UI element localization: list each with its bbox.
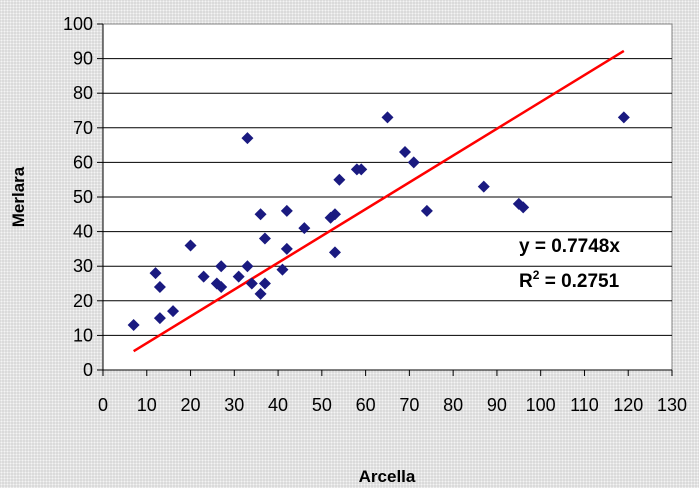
x-tick-label: 30: [224, 395, 244, 415]
data-point: [477, 180, 490, 193]
x-tick-label: 50: [312, 395, 332, 415]
y-tick-label: 90: [73, 49, 93, 69]
x-tick-label: 40: [268, 395, 288, 415]
y-axis-title: Merlara: [9, 166, 28, 227]
x-tick-label: 80: [443, 395, 463, 415]
x-tick-label: 110: [570, 395, 599, 415]
data-point: [245, 277, 258, 290]
data-point: [617, 111, 630, 124]
y-tick-label: 100: [63, 14, 93, 34]
data-point: [517, 201, 530, 214]
y-tick-label: 30: [73, 256, 93, 276]
r-squared-prefix: R: [519, 271, 533, 292]
data-point: [254, 208, 267, 221]
y-tick-label: 80: [73, 83, 93, 103]
data-point: [280, 204, 293, 217]
data-point: [153, 280, 166, 293]
y-axis-tick-labels: 0 10 20 30 40 50 60 70 80 90 100: [63, 14, 93, 380]
x-tick-label: 20: [181, 395, 201, 415]
data-point: [276, 263, 289, 276]
x-tick-label: 100: [526, 395, 556, 415]
x-tick-label: 60: [356, 395, 376, 415]
x-tick-label: 130: [657, 395, 687, 415]
data-point: [258, 232, 271, 245]
y-tick-label: 50: [73, 187, 93, 207]
data-points: [127, 111, 630, 332]
data-point: [399, 146, 412, 159]
x-tick-label: 120: [613, 395, 643, 415]
data-point: [254, 287, 267, 300]
data-point: [184, 239, 197, 252]
x-tick-label: 90: [487, 395, 507, 415]
data-point: [420, 204, 433, 217]
data-point: [298, 222, 311, 235]
r-squared-label: R2 = 0.2751: [519, 268, 620, 292]
x-tick-label: 0: [98, 395, 108, 415]
y-tick-label: 20: [73, 291, 93, 311]
y-tick-label: 40: [73, 222, 93, 242]
y-tick-label: 70: [73, 118, 93, 138]
data-point: [215, 260, 228, 273]
data-point: [241, 260, 254, 273]
data-point: [381, 111, 394, 124]
data-point: [167, 305, 180, 318]
data-point: [355, 163, 368, 176]
x-tick-label: 10: [137, 395, 157, 415]
x-tick-label: 70: [399, 395, 419, 415]
r-squared-value: = 0.2751: [539, 271, 619, 292]
x-axis-tick-labels: 0 10 20 30 40 50 60 70 80 90 100 110 120 130: [98, 395, 687, 415]
data-point: [241, 132, 254, 145]
data-point: [258, 277, 271, 290]
data-point: [197, 270, 210, 283]
data-point: [127, 319, 140, 332]
equation-label: y = 0.7748x: [519, 236, 620, 257]
data-point: [328, 208, 341, 221]
data-point: [153, 312, 166, 325]
data-point: [333, 173, 346, 186]
r-squared-superscript: 2: [533, 268, 540, 282]
y-tick-label: 0: [83, 360, 93, 380]
y-tick-label: 10: [73, 325, 93, 345]
data-point: [407, 156, 420, 169]
x-axis-title: Arcella: [359, 467, 416, 486]
data-point: [149, 267, 162, 280]
data-point: [232, 270, 245, 283]
y-tick-label: 60: [73, 152, 93, 172]
data-point: [280, 242, 293, 255]
data-point: [215, 280, 228, 293]
trendline: [132, 49, 625, 353]
data-point: [328, 246, 341, 259]
